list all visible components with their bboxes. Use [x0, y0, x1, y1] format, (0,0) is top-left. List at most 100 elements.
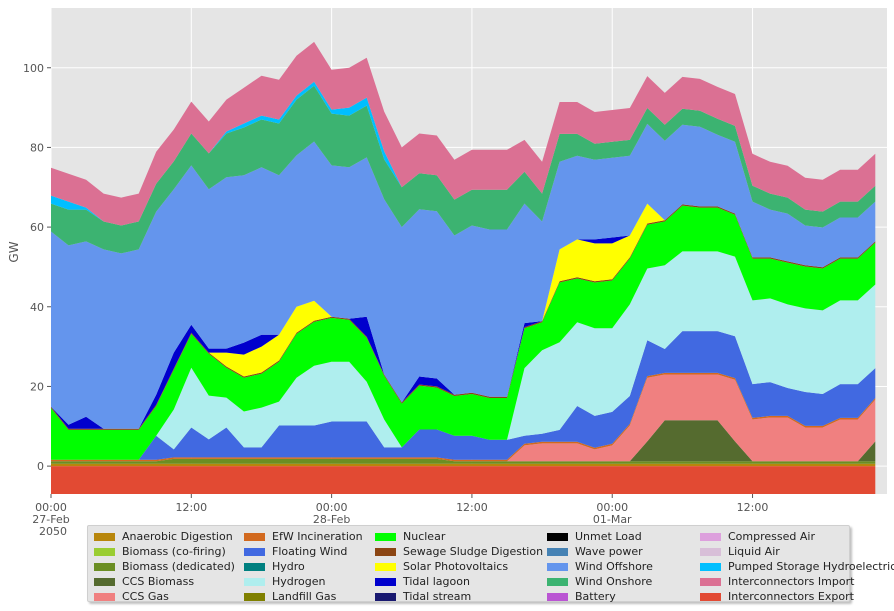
y-tick-label: 0 [37, 460, 44, 473]
legend-item-biomass-dedicated: Biomass (dedicated) [92, 559, 242, 574]
legend-swatch [700, 592, 721, 601]
legend-label: Tidal stream [403, 590, 472, 603]
legend-item-tidal-stream: Tidal stream [373, 589, 545, 604]
legend-item-interconnectors-import: Interconnectors Import [698, 574, 854, 589]
y-tick-label: 60 [30, 221, 44, 234]
legend-label: Floating Wind [272, 545, 348, 558]
x-tick-label: 12:00 [737, 501, 769, 514]
legend-label: Wind Offshore [575, 560, 653, 573]
area-anaerobic-digestion [51, 463, 876, 467]
legend-label: Battery [575, 590, 616, 603]
area-hydrogen [51, 251, 876, 460]
legend-label: CCS Biomass [122, 575, 195, 588]
legend-item-nuclear: Nuclear [373, 529, 545, 544]
legend-item-sewage-sludge-digestion: Sewage Sludge Digestion [373, 544, 545, 559]
legend-swatch [244, 547, 265, 556]
area-interconnectors-import [51, 41, 876, 226]
legend-swatch [547, 577, 568, 586]
x-tick-label: 00:00 [596, 501, 628, 514]
legend-label: Tidal lagoon [403, 575, 470, 588]
legend-swatch [94, 592, 115, 601]
legend-item-liquid-air: Liquid Air [698, 544, 848, 559]
area-series-group [51, 41, 876, 494]
legend-label: Unmet Load [575, 530, 642, 543]
legend-swatch [244, 592, 265, 601]
area-floating-wind [51, 331, 876, 460]
legend-item-floating-wind: Floating Wind [242, 544, 373, 559]
legend-item-tidal-lagoon: Tidal lagoon [373, 574, 545, 589]
y-tick-label: 100 [23, 62, 44, 75]
y-tick-label: 40 [30, 301, 44, 314]
y-axis-ticks: 0 20 40 60 80 100 [23, 62, 51, 473]
y-axis-label: GW [7, 241, 21, 262]
area-wind-offshore [51, 123, 876, 429]
legend-swatch [547, 592, 568, 601]
legend-swatch [244, 562, 265, 571]
legend-item-unmet-load: Unmet Load [545, 529, 698, 544]
legend-swatch [94, 562, 115, 571]
legend-swatch [700, 562, 721, 571]
legend-swatch [94, 532, 115, 541]
legend-label: Compressed Air [728, 530, 815, 543]
legend-swatch [375, 577, 396, 586]
legend-swatch [94, 547, 115, 556]
legend-label: Interconnectors Export [728, 590, 854, 603]
legend-item-battery: Battery [545, 589, 698, 604]
legend-swatch [547, 562, 568, 571]
legend-label: Landfill Gas [272, 590, 337, 603]
legend-label: Hydrogen [272, 575, 326, 588]
legend-label: Biomass (co-firing) [122, 545, 226, 558]
legend-label: Liquid Air [728, 545, 780, 558]
x-tick-label: 01-Mar [593, 513, 632, 526]
legend-swatch [375, 532, 396, 541]
legend-label: Wind Onshore [575, 575, 653, 588]
legend-swatch [547, 547, 568, 556]
y-tick-label: 20 [30, 380, 44, 393]
legend-label: Biomass (dedicated) [122, 560, 235, 573]
area-sewage-sludge-digestion [51, 204, 876, 430]
legend-swatch [375, 592, 396, 601]
area-ccs-gas [51, 374, 876, 462]
legend-item-solar-photovoltaics: Solar Photovoltaics [373, 559, 545, 574]
legend-item-compressed-air: Compressed Air [698, 529, 848, 544]
legend-label: Sewage Sludge Digestion [403, 545, 544, 558]
legend-swatch [244, 577, 265, 586]
legend-item-wind-offshore: Wind Offshore [545, 559, 698, 574]
legend-label: Anaerobic Digestion [122, 530, 233, 543]
legend-label: Interconnectors Import [728, 575, 855, 588]
legend-swatch [94, 577, 115, 586]
area-interconnectors-export [51, 466, 876, 494]
legend-swatch [700, 532, 721, 541]
legend-item-hydro: Hydro [242, 559, 373, 574]
area-wind-onshore [51, 85, 876, 254]
legend-item-efw-incineration: EfW Incineration [242, 529, 373, 544]
legend-item-landfill-gas: Landfill Gas [242, 589, 373, 604]
x-tick-label: 12:00 [456, 501, 488, 514]
x-tick-label: 28-Feb [313, 513, 350, 526]
legend-item-ccs-gas: CCS Gas [92, 589, 242, 604]
legend-swatch [700, 577, 721, 586]
chart-legend: Anaerobic Digestion Biomass (co-firing) Bi… [87, 525, 894, 604]
legend-label: Nuclear [403, 530, 446, 543]
x-tick-label: 12:00 [175, 501, 207, 514]
legend-item-anaerobic-digestion: Anaerobic Digestion [92, 529, 242, 544]
legend-item-ccs-biomass: CCS Biomass [92, 574, 242, 589]
area-solar-photovoltaics [51, 203, 876, 429]
legend-label: Pumped Storage Hydroelectric [728, 560, 894, 573]
legend-item-wind-onshore: Wind Onshore [545, 574, 698, 589]
y-tick-label: 80 [30, 141, 44, 154]
x-tick-label: 00:00 [316, 501, 348, 514]
legend-label: Solar Photovoltaics [403, 560, 509, 573]
legend-swatch [547, 532, 568, 541]
area-nuclear [51, 205, 876, 460]
legend-item-pumped-storage-hydroelectric: Pumped Storage Hydroelectric [698, 559, 894, 574]
legend-swatch [375, 562, 396, 571]
legend-item-wave-power: Wave power [545, 544, 698, 559]
area-ccs-biomass [51, 420, 876, 462]
legend-item-biomass-co-firing: Biomass (co-firing) [92, 544, 242, 559]
legend-item-interconnectors-export: Interconnectors Export [698, 589, 854, 604]
legend-label: CCS Gas [122, 590, 169, 603]
legend-swatch [244, 532, 265, 541]
x-tick-label: 00:00 [35, 501, 67, 514]
